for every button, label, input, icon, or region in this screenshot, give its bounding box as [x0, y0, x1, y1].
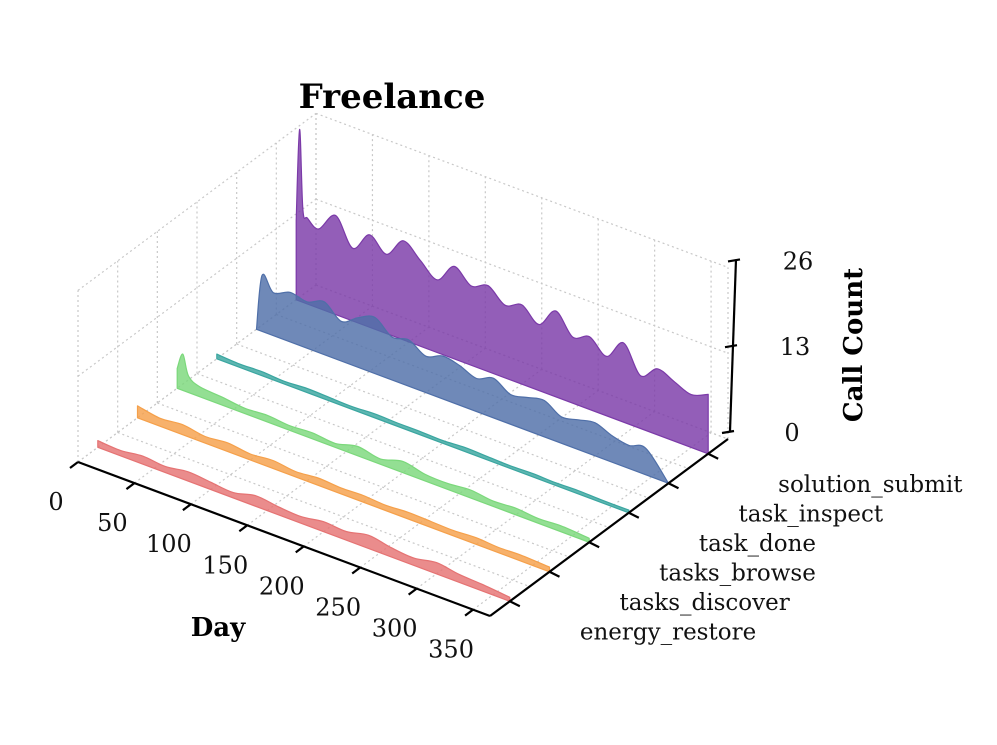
x-axis-line [77, 460, 491, 618]
grid-line [315, 112, 729, 268]
grid-line [315, 198, 729, 354]
y-tick-mark [628, 511, 640, 519]
z-tick-mark [721, 429, 735, 435]
x-tick-mark [69, 461, 79, 469]
series-tasks-discover [136, 405, 551, 573]
series-task-inspect [255, 273, 670, 484]
x-tick-label: 50 [97, 509, 128, 537]
labels: 0 50 100 150 200 250 300 350 energy_restore tasks… [48, 247, 963, 663]
y-tick-label-task-done: task_done [699, 531, 816, 557]
y-tick-label-solution-submit: solution_submit [778, 472, 963, 498]
series-tasks-browse [176, 353, 590, 543]
y-tick-mark [509, 600, 521, 608]
x-tick-label: 200 [259, 572, 305, 600]
y-tick-label-tasks-browse: tasks_browse [659, 560, 816, 586]
z-tick-mark [727, 258, 741, 263]
y-tick-mark [707, 452, 719, 460]
x-tick-mark [238, 524, 248, 533]
y-tick-label-task-inspect: task_inspect [739, 501, 884, 527]
x-tick-mark [351, 566, 361, 575]
x-tick-label: 100 [146, 530, 192, 558]
series-solution-submit [295, 128, 709, 455]
x-tick-mark [295, 545, 305, 554]
z-tick-label: 13 [780, 333, 811, 361]
x-tick-mark [464, 608, 474, 617]
grid-line [157, 402, 570, 558]
x-axis-title: Day [191, 613, 246, 643]
x-tick-label: 150 [202, 551, 248, 579]
y-tick-label-tasks-discover: tasks_discover [620, 590, 790, 616]
y-tick-label-energy-restore: energy_restore [580, 619, 756, 645]
series-task-done [216, 353, 630, 514]
y-tick-mark [588, 541, 600, 549]
y-tick-mark [549, 570, 560, 578]
x-tick-label: 300 [372, 615, 418, 643]
x-tick-label: 250 [315, 593, 361, 621]
x-tick-label: 0 [48, 488, 63, 516]
grid-line [236, 343, 649, 499]
x-tick-mark [125, 482, 136, 490]
z-tick-label: 0 [784, 419, 799, 447]
axes [69, 258, 741, 618]
series-energy-restore [97, 440, 511, 602]
x-tick-mark [182, 503, 192, 512]
grid-line [196, 372, 610, 529]
y-axis-line [489, 438, 729, 617]
chart-title: Freelance [299, 77, 486, 117]
series-layer [97, 128, 709, 602]
z-tick-mark [724, 344, 738, 349]
x-tick-label: 350 [428, 636, 474, 664]
z-axis-title: Call Count [839, 268, 869, 422]
y-tick-mark [668, 482, 679, 490]
grid-line [117, 431, 530, 588]
x-tick-mark [407, 587, 418, 596]
z-tick-label: 26 [783, 247, 814, 275]
